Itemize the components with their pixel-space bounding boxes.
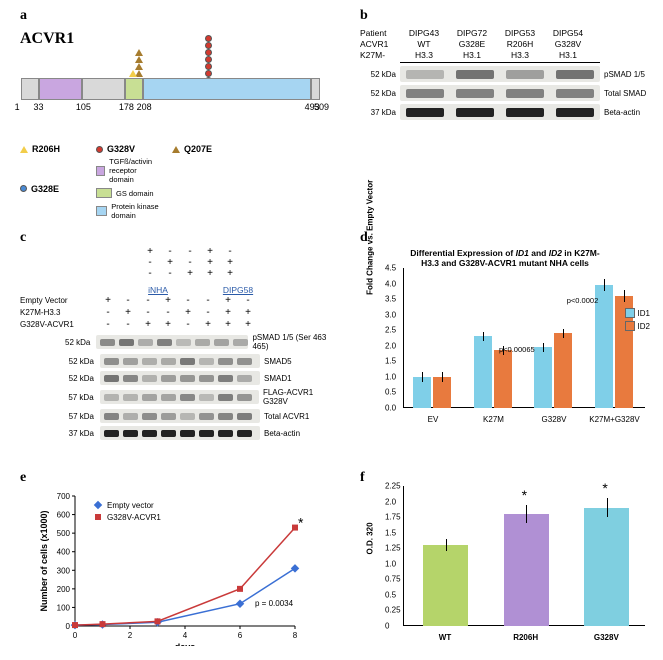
pd-y-label: Fold Change vs. Empty Vector: [366, 180, 375, 295]
panel-a-legend: R206HG328VQ207EG328ETGFß/activin recepto…: [20, 144, 340, 220]
svg-text:*: *: [298, 515, 304, 531]
pf-y-label: O.D. 320: [366, 522, 375, 554]
svg-text:600: 600: [57, 511, 71, 520]
svg-text:8: 8: [293, 631, 298, 640]
svg-text:0: 0: [73, 631, 78, 640]
panel-e-label: e: [20, 470, 340, 486]
col-group-dipg58: DIPG58: [218, 285, 258, 295]
svg-text:Number of cells (x1000): Number of cells (x1000): [39, 510, 49, 611]
panel-a: a ACVR1 133105178208493509 R206HG328VQ20…: [20, 8, 340, 220]
panel-b: b PatientDIPG43DIPG72DIPG53DIPG54ACVR1WT…: [360, 8, 650, 120]
svg-text:G328V-ACVR1: G328V-ACVR1: [107, 513, 161, 522]
svg-text:400: 400: [57, 548, 71, 557]
svg-text:100: 100: [57, 603, 71, 612]
mutation-markers: [20, 48, 320, 78]
panel-b-label: b: [360, 8, 650, 24]
panel-d-label: d: [360, 230, 650, 246]
svg-text:0: 0: [66, 622, 71, 631]
acvr1-title: ACVR1: [20, 30, 340, 48]
svg-text:700: 700: [57, 492, 71, 501]
panel-c-blots: 52 kDapSMAD 1/5 (Ser 463 465)52 kDaSMAD5…: [20, 333, 340, 440]
svg-text:6: 6: [238, 631, 243, 640]
panel-d-title: Differential Expression of ID1 and ID2 i…: [360, 248, 650, 268]
svg-text:200: 200: [57, 585, 71, 594]
svg-text:500: 500: [57, 529, 71, 538]
panel-a-label: a: [20, 8, 340, 24]
panel-c-top-pm: +--+--+-++--+++: [140, 246, 340, 279]
panel-d: d Differential Expression of ID1 and ID2…: [360, 230, 650, 428]
panel-c-pm-rows: Empty Vector+--+--+-K27M-H3.3-+--+-++G32…: [20, 295, 340, 330]
panel-b-headers: PatientDIPG43DIPG72DIPG53DIPG54ACVR1WTG3…: [360, 28, 650, 60]
protein-domain-bar: 133105178208493509: [20, 78, 340, 114]
panel-b-blots: 52 kDapSMAD 1/552 kDaTotal SMAD37 kDaBet…: [360, 66, 650, 120]
svg-text:4: 4: [183, 631, 188, 640]
panel-d-chart: Fold Change vs. Empty Vector 0.00.51.01.…: [375, 268, 645, 428]
panel-c-label: c: [20, 230, 340, 246]
panel-f-chart: O.D. 320 00.250.50.751.01.251.51.752.02.…: [375, 486, 645, 646]
panel-e: e 0 100 200 300 400 500 600 700 0 2 4 6 8 Number of c…: [20, 470, 340, 646]
panel-e-chart: 0 100 200 300 400 500 600 700 0 2 4 6 8 Number of cel…: [35, 486, 315, 646]
panel-c: c +--+--+-++--+++ iNHA DIPG58 Empty Vect…: [20, 230, 340, 440]
panel-f: f O.D. 320 00.250.50.751.01.251.51.752.0…: [360, 470, 650, 646]
svg-text:2: 2: [128, 631, 133, 640]
svg-text:p = 0.0034: p = 0.0034: [255, 599, 294, 608]
svg-text:300: 300: [57, 566, 71, 575]
col-group-inha: iNHA: [98, 285, 218, 295]
svg-text:Empty vector: Empty vector: [107, 501, 154, 510]
svg-text:days: days: [175, 642, 196, 646]
